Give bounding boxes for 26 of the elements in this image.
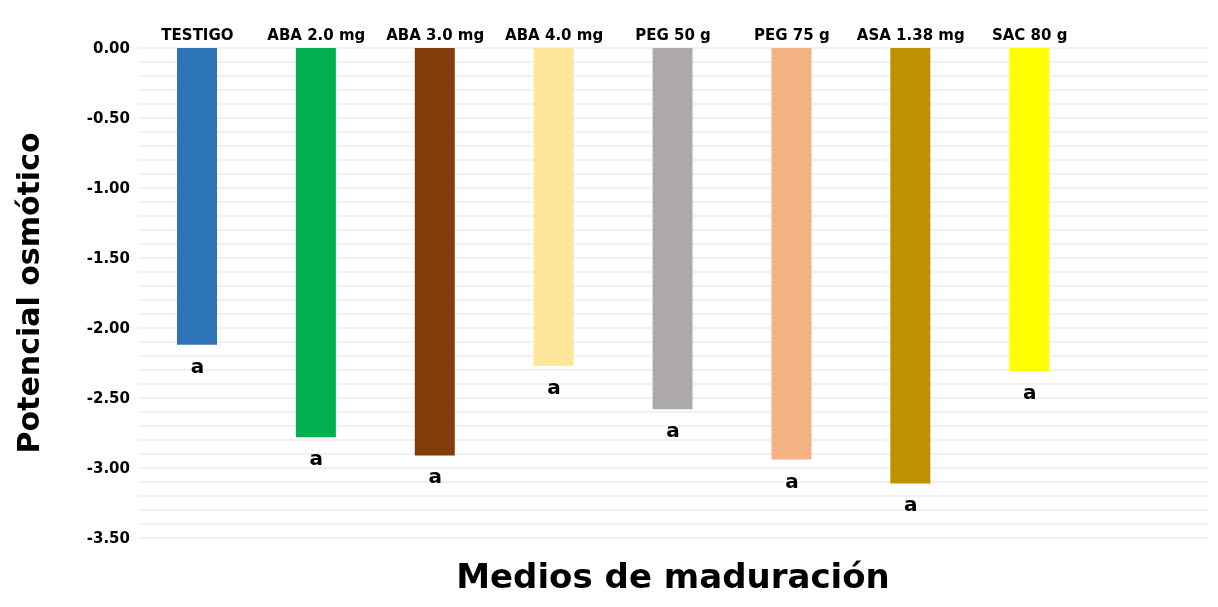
x-tick-label: ABA 3.0 mg — [386, 26, 485, 44]
y-tick-label: -2.50 — [86, 389, 130, 408]
y-axis-title: Potencial osmótico — [10, 132, 46, 454]
annotation: a — [428, 464, 442, 489]
annotation: a — [785, 468, 799, 493]
x-tick-label: ABA 2.0 mg — [267, 26, 366, 44]
y-tick-label: -3.00 — [86, 459, 130, 478]
y-tick-label: -1.00 — [86, 179, 130, 198]
annotation: a — [1022, 380, 1037, 405]
x-tick-label: ASA 1.38 mg — [856, 26, 965, 44]
annotation: a — [547, 374, 561, 399]
x-tick-label: PEG 75 g — [754, 26, 830, 44]
y-tick-label: -3.50 — [86, 529, 130, 548]
annotation: a — [666, 418, 680, 443]
x-axis-title: Medios de maduración — [456, 556, 890, 596]
x-tick-label: TESTIGO — [161, 26, 234, 44]
x-tick-label: SAC 80 g — [991, 26, 1068, 44]
y-tick-label: -1.50 — [86, 249, 130, 268]
annotation: a — [904, 492, 918, 517]
y-tick-label: -2.00 — [86, 319, 130, 338]
annotation: a — [309, 446, 324, 471]
y-tick-label: -0.50 — [86, 109, 130, 128]
annotation: a — [190, 353, 205, 378]
x-tick-label: ABA 4.0 mg — [505, 26, 604, 44]
x-tick-label: PEG 50 g — [635, 26, 711, 44]
y-tick-label: 0.00 — [92, 39, 130, 58]
